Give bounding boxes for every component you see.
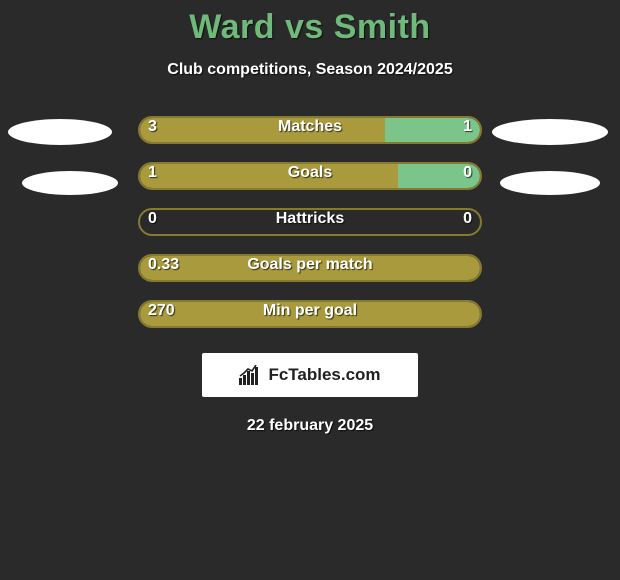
bar-track [138,208,482,236]
bar-track [138,300,482,328]
right-value: 0 [463,164,472,182]
stat-row: 00Hattricks [0,199,620,245]
bar-left-fill [140,164,398,188]
stat-row: 0.33Goals per match [0,245,620,291]
player-photo-placeholder [8,119,112,145]
bar-track [138,116,482,144]
left-value: 0.33 [148,256,179,274]
page-title: Ward vs Smith [0,0,620,47]
subtitle: Club competitions, Season 2024/2025 [0,61,620,79]
chart-bars-icon [239,365,261,385]
left-value: 3 [148,118,157,136]
chart-area: 31Matches10Goals00Hattricks0.33Goals per… [0,107,620,337]
player-photo-placeholder [492,119,608,145]
bar-track [138,254,482,282]
bar-left-fill [140,118,385,142]
right-value: 0 [463,210,472,228]
bar-left-fill [140,302,480,326]
left-value: 1 [148,164,157,182]
player-photo-placeholder [500,171,600,195]
bar-track [138,162,482,190]
left-value: 0 [148,210,157,228]
right-value: 1 [463,118,472,136]
player-photo-placeholder [22,171,118,195]
bar-left-fill [140,256,480,280]
left-value: 270 [148,302,175,320]
date-line: 22 february 2025 [0,417,620,435]
comparison-widget: Ward vs Smith Club competitions, Season … [0,0,620,580]
stat-row: 270Min per goal [0,291,620,337]
brand-text: FcTables.com [268,365,380,385]
brand-box[interactable]: FcTables.com [202,353,418,397]
